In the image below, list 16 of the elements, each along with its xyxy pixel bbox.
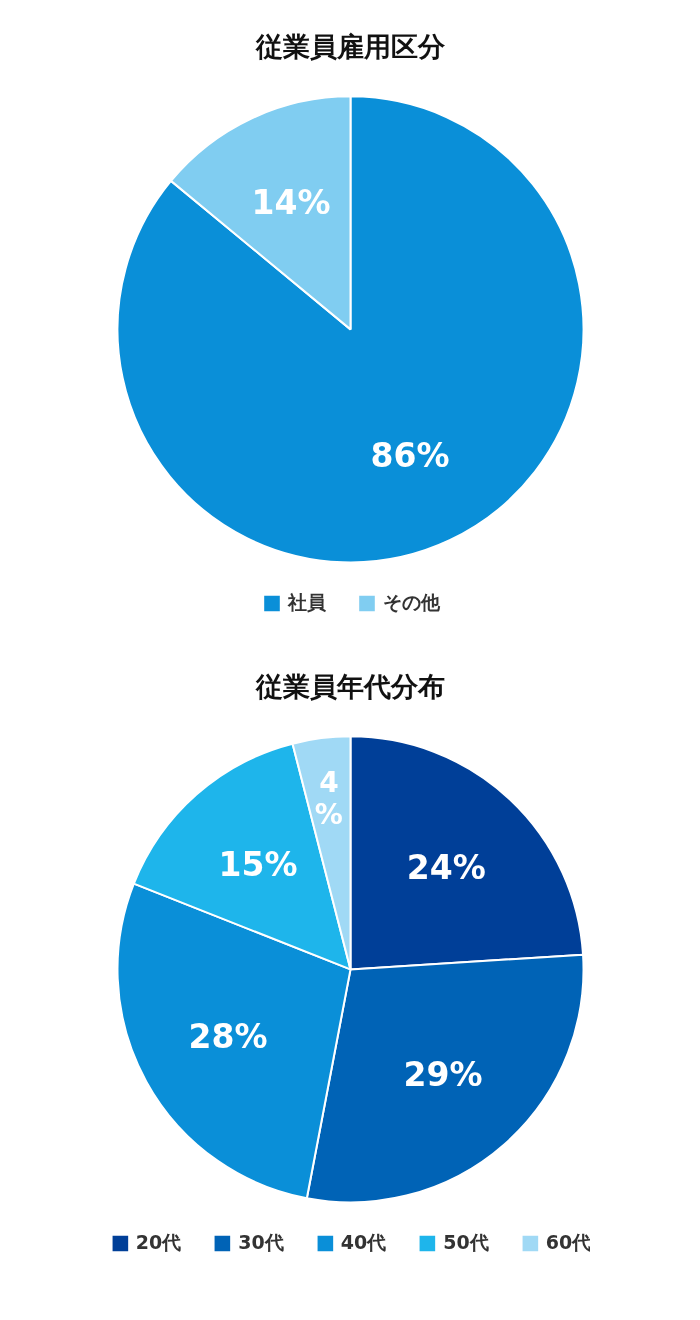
legend-label: 社員: [287, 590, 326, 615]
data-label: 29%: [403, 1054, 483, 1094]
legend-label: 20代: [135, 1230, 182, 1255]
legend-label: 60代: [545, 1230, 591, 1255]
data-label: 4 %: [314, 766, 343, 831]
data-label: 14%: [251, 183, 331, 223]
legend-label: その他: [382, 590, 440, 615]
legend-label: 40代: [340, 1230, 387, 1255]
data-label: 15%: [218, 845, 298, 885]
data-label: 86%: [370, 436, 450, 476]
legend-label: 30代: [238, 1230, 284, 1255]
data-label: 28%: [188, 1017, 268, 1057]
data-label: 24%: [406, 848, 486, 888]
chart-title: 従業員年代分布: [255, 670, 445, 702]
legend-label: 50代: [443, 1230, 489, 1255]
chart-title: 従業員雇用区分: [255, 30, 446, 62]
